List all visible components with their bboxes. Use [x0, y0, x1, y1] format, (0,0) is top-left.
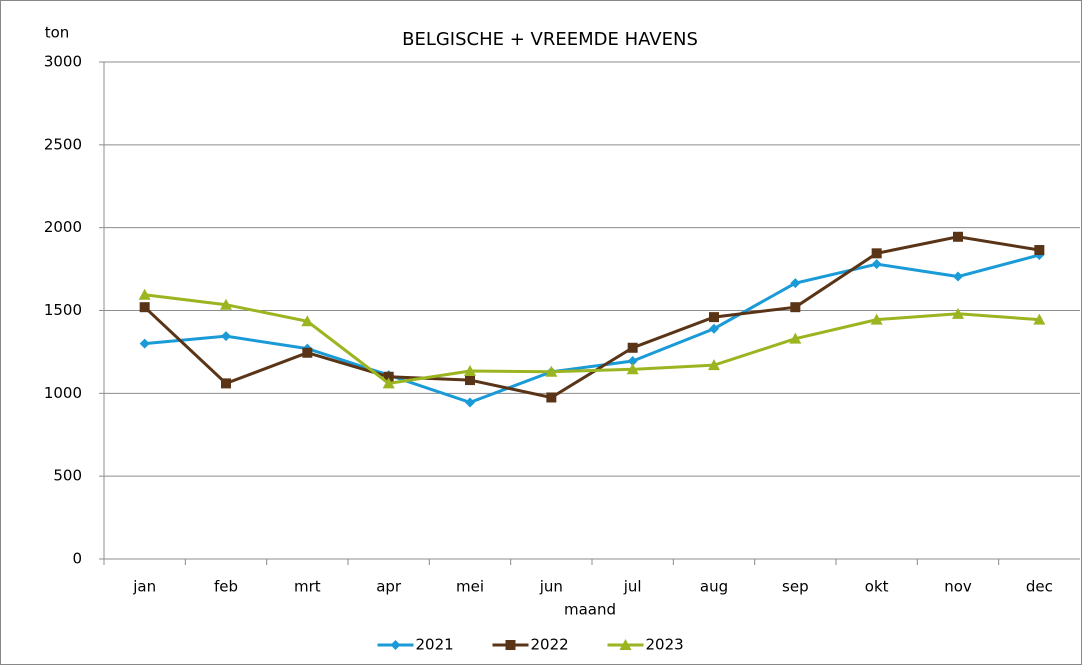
point	[789, 332, 802, 344]
point	[1033, 313, 1046, 325]
x-tick-label: dec	[1026, 578, 1053, 596]
x-tick-label: okt	[865, 578, 889, 596]
point	[626, 363, 639, 375]
series-line	[144, 293, 1040, 385]
x-tick-label: aug	[700, 578, 728, 596]
point	[953, 231, 963, 242]
point	[871, 259, 882, 270]
point	[709, 323, 719, 334]
x-tick-label: feb	[214, 578, 238, 596]
x-tick-label: jun	[539, 578, 563, 596]
point	[465, 397, 475, 408]
x-axis-label: maand	[564, 601, 616, 619]
chart-title: BELGISCHE + VREEMDE HAVENS	[402, 29, 698, 50]
point	[221, 378, 231, 389]
legend-marker	[505, 640, 516, 650]
point	[465, 375, 475, 386]
x-tick-label: mei	[456, 578, 484, 596]
point	[302, 347, 313, 358]
x-tick-label: apr	[376, 578, 402, 596]
y-tick-label: 2500	[44, 135, 82, 153]
point	[301, 315, 314, 327]
point	[627, 342, 638, 353]
point	[545, 365, 558, 377]
y-tick-label: 3000	[44, 53, 82, 71]
point	[383, 371, 394, 382]
series-line	[143, 235, 1040, 400]
y-tick-label: 2000	[44, 218, 82, 236]
legend-label: 2023	[646, 636, 684, 654]
y-axis-label: ton	[45, 24, 70, 42]
legend-label: 2022	[531, 636, 569, 654]
point	[790, 302, 801, 313]
point	[1034, 245, 1045, 256]
x-tick-label: sep	[782, 578, 809, 596]
point	[138, 288, 151, 300]
x-tick-label: jan	[132, 578, 156, 596]
point	[139, 338, 150, 349]
legend-marker	[390, 640, 401, 650]
point	[221, 331, 231, 342]
point	[870, 313, 883, 325]
point	[382, 377, 395, 389]
x-tick-label: mrt	[294, 578, 321, 596]
y-tick-label: 0	[72, 550, 82, 568]
y-tick-label: 1500	[44, 301, 82, 319]
point	[220, 298, 232, 310]
x-tick-label: jul	[623, 578, 642, 596]
point	[952, 307, 964, 319]
point	[546, 392, 557, 403]
legend-label: 2021	[416, 636, 454, 654]
y-tick-label: 1000	[44, 384, 82, 402]
legend-marker	[619, 639, 632, 650]
point	[139, 302, 150, 313]
series-line	[144, 253, 1040, 405]
point	[953, 271, 963, 282]
x-tick-label: nov	[944, 578, 972, 596]
point	[708, 359, 720, 371]
point	[464, 364, 476, 376]
point	[627, 356, 638, 367]
point	[709, 312, 719, 323]
y-tick-label: 500	[53, 467, 82, 485]
point	[790, 278, 801, 289]
point	[871, 248, 882, 259]
